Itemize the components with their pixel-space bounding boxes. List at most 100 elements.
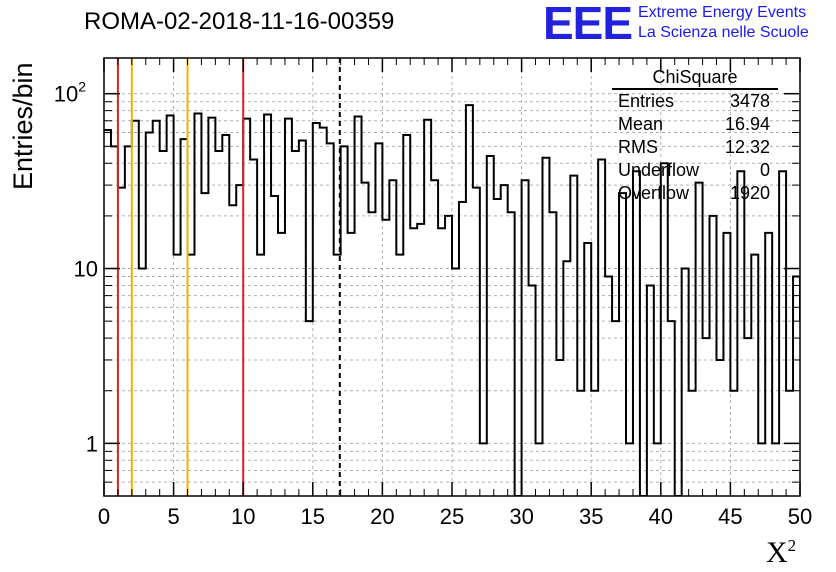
histogram-bin: [744, 338, 751, 496]
x-tick-label: 45: [718, 504, 742, 529]
histogram-bin: [800, 321, 807, 496]
stats-value: 16.94: [724, 114, 770, 134]
plot-title: ROMA-02-2018-11-16-00359: [84, 8, 395, 35]
histogram-bin: [542, 158, 549, 496]
histogram-bin: [605, 277, 612, 496]
stats-value: 3478: [729, 91, 770, 111]
histogram-bin: [758, 443, 765, 496]
x-tick-label: 0: [98, 504, 110, 529]
histogram-bin: [501, 185, 508, 496]
histogram-bin: [716, 360, 723, 496]
histogram-bin: [612, 321, 619, 496]
logo-text-line2: La Scienza nelle Scuole: [638, 24, 809, 41]
x-axis-label-superscript: 2: [787, 536, 797, 555]
histogram-bin: [556, 360, 563, 496]
histogram-bin: [201, 193, 208, 496]
x-axis-label: X2: [766, 536, 796, 570]
stats-label: Underflow: [618, 160, 700, 180]
histogram-bin: [626, 443, 633, 496]
histogram-bin: [438, 228, 445, 496]
histogram-bin: [125, 146, 132, 496]
histogram-bin: [299, 140, 306, 496]
histogram-bin: [452, 269, 459, 496]
histogram-bin: [814, 443, 821, 496]
x-axis-label-base: X: [766, 536, 788, 569]
stats-label: Overflow: [618, 183, 690, 203]
histogram-bin: [368, 212, 375, 496]
x-tick-label: 50: [788, 504, 812, 529]
histogram-bin: [536, 443, 543, 496]
histogram-bin: [682, 269, 689, 496]
stats-label: Mean: [618, 114, 664, 134]
histogram-bin: [285, 119, 292, 496]
histogram-bin: [222, 135, 229, 496]
histogram-bin: [473, 188, 480, 496]
histogram-bin: [591, 391, 598, 496]
stats-label: Entries: [618, 91, 675, 111]
histogram-bin: [459, 202, 466, 496]
histogram-bin: [445, 216, 452, 496]
stats-row: Overflow 1920: [612, 182, 778, 205]
histogram-bin: [480, 443, 487, 496]
histogram-bin: [828, 321, 835, 496]
histogram-bin: [139, 269, 146, 496]
histogram-bin: [264, 115, 271, 496]
histogram-bin: [271, 196, 278, 496]
histogram-bin: [410, 228, 417, 496]
histogram-bin: [549, 212, 556, 496]
stats-row: RMS 12.32: [612, 136, 778, 159]
histogram-bin: [577, 391, 584, 496]
histogram-bin: [250, 160, 257, 496]
histogram-bin: [570, 176, 577, 496]
histogram-bin: [153, 121, 160, 496]
histogram-bin: [417, 224, 424, 496]
histogram-bin: [696, 183, 703, 496]
histogram-bin: [751, 255, 758, 496]
stats-value: 0: [759, 160, 770, 180]
histogram-bin: [118, 188, 125, 496]
histogram-bin: [257, 255, 264, 496]
histogram-bin: [522, 180, 529, 496]
histogram-bin: [382, 220, 389, 496]
histogram-bin: [793, 277, 800, 496]
histogram-bin: [466, 105, 473, 496]
eee-logo: EEE: [543, 0, 633, 49]
histogram-bin: [598, 160, 605, 496]
histogram-bin: [654, 443, 661, 496]
stats-value: 1920: [729, 183, 770, 203]
histogram-bin: [167, 116, 174, 496]
histogram-bin: [194, 114, 201, 496]
histogram-bin: [765, 233, 772, 496]
histogram-bin: [355, 117, 362, 496]
histogram-bin: [821, 185, 828, 496]
histogram-bin: [306, 321, 313, 496]
histogram-bin: [730, 391, 737, 496]
histogram-bin: [431, 180, 438, 496]
stats-row: Entries 3478: [612, 90, 778, 113]
histogram-bin: [723, 233, 730, 496]
histogram-bin: [362, 183, 369, 496]
histogram-bin: [375, 143, 382, 496]
x-tick-label: 20: [370, 504, 394, 529]
histogram-bin: [494, 199, 501, 496]
histogram-bin: [508, 212, 515, 496]
histogram-bin: [703, 338, 710, 496]
stats-row: Underflow 0: [612, 159, 778, 182]
x-tick-label: 35: [579, 504, 603, 529]
histogram-bin: [584, 243, 591, 496]
histogram-bin: [313, 123, 320, 496]
y-axis-label: Entries/bin: [8, 62, 38, 190]
histogram-bin: [132, 121, 139, 496]
histogram-bin: [278, 233, 285, 496]
x-tick-label: 5: [167, 504, 179, 529]
histogram-bin: [619, 193, 626, 496]
histogram-bin: [181, 139, 188, 496]
histogram-bin: [160, 151, 167, 496]
histogram-bin: [236, 185, 243, 496]
histogram-bin: [396, 255, 403, 496]
histogram-bin: [529, 285, 536, 496]
logo-text-line1: Extreme Energy Events: [638, 4, 807, 21]
histogram-bin: [633, 171, 640, 496]
histogram-bin: [348, 233, 355, 496]
